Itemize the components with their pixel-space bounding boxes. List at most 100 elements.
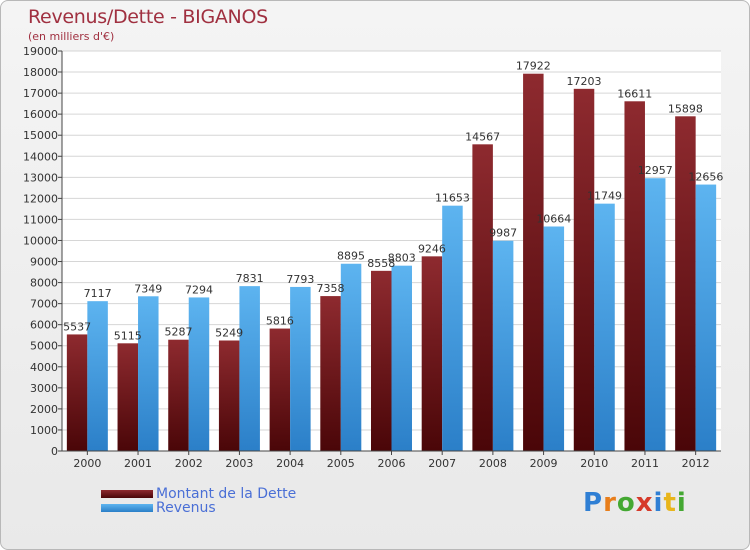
y-tick-label: 6000 — [30, 319, 58, 332]
data-label: 17203 — [567, 75, 602, 88]
data-label: 10664 — [536, 212, 571, 225]
data-label: 8895 — [337, 250, 365, 263]
proxiti-logo: Proxiti — [583, 488, 687, 518]
logo-letter: i — [653, 488, 664, 518]
y-tick-label: 3000 — [30, 382, 58, 395]
y-tick-label: 4000 — [30, 361, 58, 374]
y-tick-label: 17000 — [23, 87, 58, 100]
data-label: 5287 — [164, 326, 192, 339]
data-label: 15898 — [668, 102, 703, 115]
chart-title: Revenus/Dette - BIGANOS — [28, 6, 268, 28]
y-tick-label: 13000 — [23, 171, 58, 184]
y-tick-label: 1000 — [30, 424, 58, 437]
bar-debt — [573, 88, 595, 452]
y-tick-label: 12000 — [23, 192, 58, 205]
y-tick-label: 7000 — [30, 298, 58, 311]
bar-revenue — [492, 240, 514, 451]
data-label: 8803 — [388, 252, 416, 265]
data-label: 12957 — [638, 164, 673, 177]
y-tick-label: 16000 — [23, 108, 58, 121]
x-tick-label: 2003 — [225, 457, 253, 470]
logo-letter: r — [603, 488, 617, 518]
legend: Montant de la Dette Revenus — [101, 487, 296, 515]
bar-revenue — [340, 263, 362, 451]
x-tick-label: 2008 — [479, 457, 507, 470]
x-tick-label: 2009 — [530, 457, 558, 470]
y-tick-label: 8000 — [30, 277, 58, 290]
legend-swatch-debt — [101, 490, 153, 498]
bar-revenue — [188, 297, 210, 451]
x-tick-label: 2012 — [682, 457, 710, 470]
data-label: 7349 — [134, 282, 162, 295]
logo-letter: i — [676, 488, 687, 518]
bar-debt — [472, 144, 493, 452]
legend-swatch-revenue — [101, 504, 153, 512]
bar-debt — [117, 343, 139, 451]
bar-revenue — [543, 226, 565, 451]
y-tick-label: 9000 — [30, 256, 58, 269]
bar-debt — [66, 334, 88, 451]
bar-debt — [675, 116, 696, 451]
y-tick-label: 19000 — [23, 45, 58, 58]
logo-letter: t — [663, 488, 677, 518]
logo-letter: o — [616, 488, 636, 518]
bar-revenue — [695, 184, 717, 451]
legend-item-revenue: Revenus — [101, 501, 296, 515]
bar-debt — [421, 256, 443, 451]
y-tick-label: 11000 — [23, 213, 58, 226]
legend-label-debt: Montant de la Dette — [156, 486, 297, 502]
y-tick-label: 5000 — [30, 340, 58, 353]
y-axis-ticks: 0 1000 2000 3000 4000 5000 6000 7000 8000 9000 100… — [23, 45, 62, 458]
x-tick-label: 2000 — [73, 457, 101, 470]
y-tick-label: 10000 — [23, 234, 58, 247]
data-labels: 5537 7117 5115 7349 5287 7294 5249 7831 5816 7793… — [63, 60, 723, 343]
x-tick-label: 2007 — [428, 457, 456, 470]
x-tick-label: 2001 — [124, 457, 152, 470]
bar-revenue — [138, 296, 159, 451]
y-tick-label: 0 — [51, 445, 58, 458]
data-label: 7793 — [286, 273, 314, 286]
y-tick-label: 14000 — [23, 150, 58, 163]
legend-label-revenue: Revenus — [156, 500, 216, 516]
bar-debt — [218, 340, 240, 451]
data-label: 7294 — [185, 283, 213, 296]
data-label: 11653 — [435, 192, 470, 205]
bar-revenue — [239, 286, 260, 451]
y-tick-label: 2000 — [30, 403, 58, 416]
bar-revenue — [442, 205, 463, 451]
chart-subtitle: (en milliers d'€) — [28, 30, 115, 43]
data-label: 17922 — [516, 60, 551, 73]
bar-revenue — [290, 286, 311, 451]
bar-debt — [371, 270, 392, 451]
bar-debt — [523, 73, 544, 452]
bar-debt — [269, 328, 291, 451]
bar-debt — [624, 101, 645, 451]
data-label: 8558 — [367, 257, 395, 270]
data-label: 5537 — [63, 320, 91, 333]
data-label: 5115 — [114, 329, 142, 342]
x-tick-label: 2011 — [631, 457, 659, 470]
y-tick-label: 18000 — [23, 66, 58, 79]
x-axis-ticks: 2000 2001 2002 2003 2004 2005 2006 2007 2008 2009… — [73, 451, 710, 470]
x-tick-label: 2010 — [580, 457, 608, 470]
data-label: 11749 — [587, 190, 622, 203]
bar-revenue — [644, 178, 666, 451]
bar-debt — [168, 339, 189, 451]
bar-debt — [320, 296, 341, 451]
logo-letter: x — [635, 488, 654, 518]
bar-revenue — [391, 265, 412, 451]
legend-item-debt: Montant de la Dette — [101, 487, 296, 501]
data-label: 7117 — [84, 287, 112, 300]
data-label: 9987 — [489, 227, 517, 240]
y-tick-label: 15000 — [23, 129, 58, 142]
data-label: 16611 — [617, 87, 652, 100]
x-tick-label: 2002 — [175, 457, 203, 470]
data-label: 14567 — [465, 130, 500, 143]
data-label: 9246 — [418, 242, 446, 255]
logo-letter: P — [583, 488, 604, 518]
bars — [66, 73, 717, 452]
data-label: 7358 — [317, 282, 345, 295]
x-tick-label: 2006 — [378, 457, 406, 470]
bar-revenue — [594, 203, 615, 451]
